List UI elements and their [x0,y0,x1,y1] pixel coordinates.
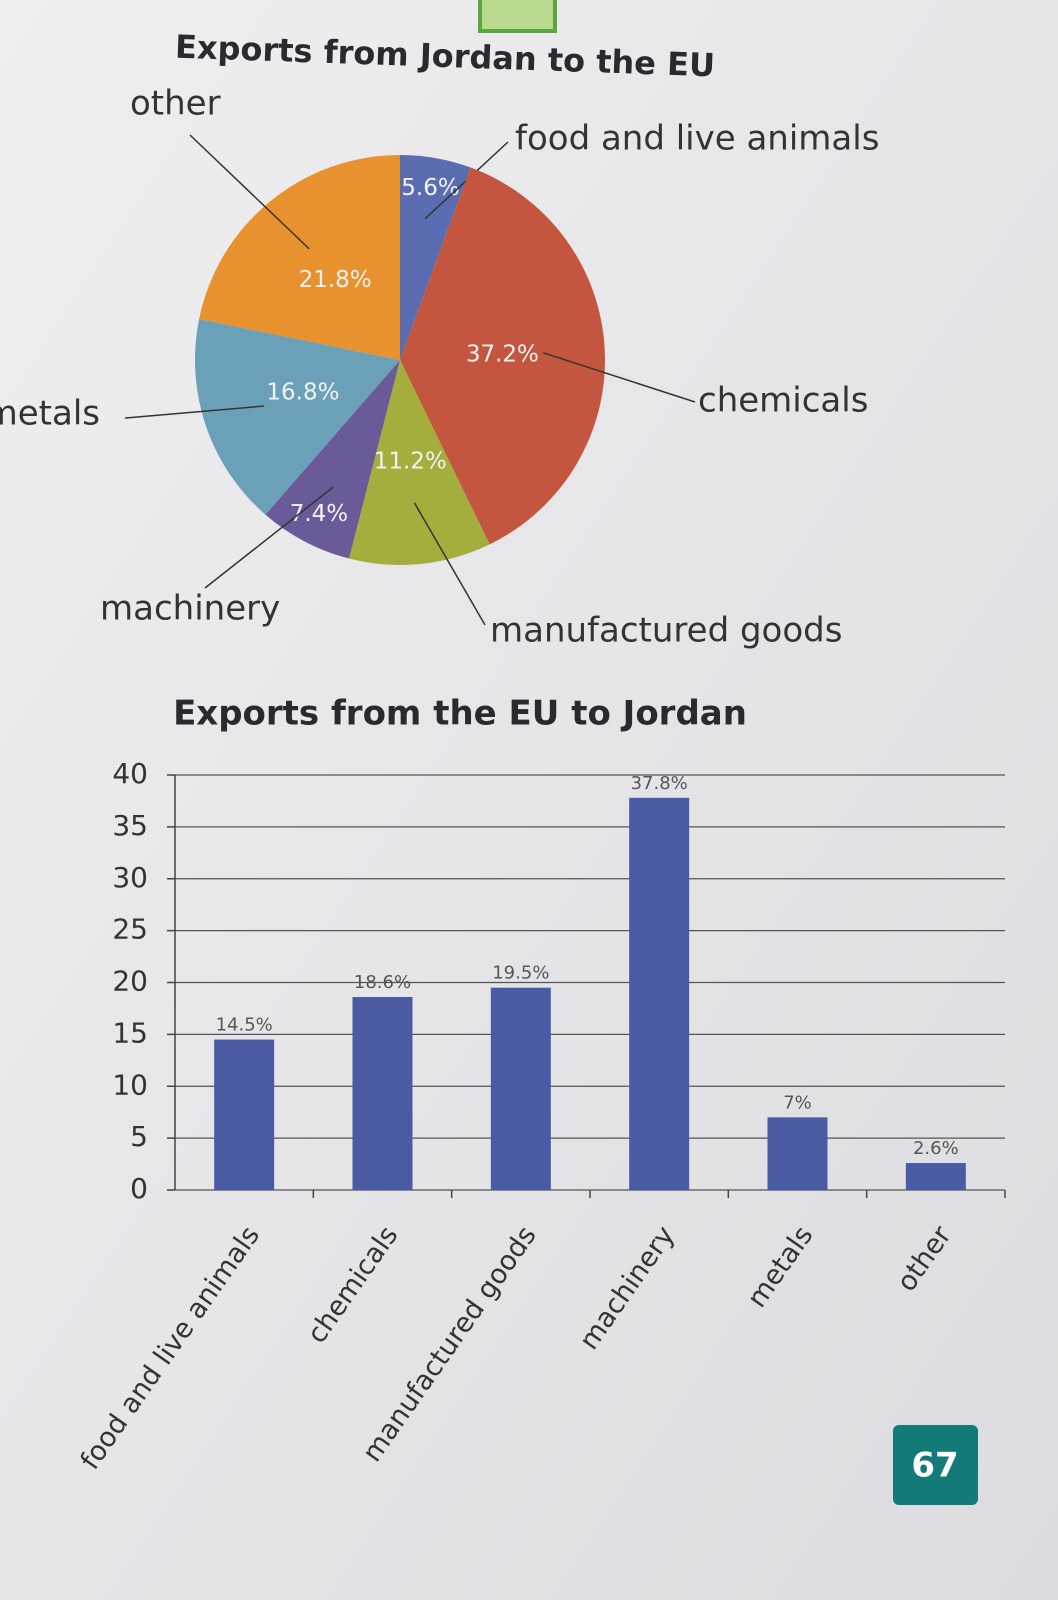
pie-category-label: food and live animals [515,119,879,159]
pie-value-label: 37.2% [466,341,539,367]
y-tick-label: 30 [112,861,148,894]
pie-value-label: 5.6% [401,175,459,201]
y-tick-label: 15 [112,1016,148,1049]
leader-line [413,502,486,626]
bar-value-label: 7% [783,1092,812,1113]
bar-value-label: 19.5% [492,963,549,984]
pie-value-label: 11.2% [374,448,447,474]
y-tick-label: 20 [112,965,148,998]
pie-category-label: manufactured goods [490,611,842,651]
leader-line [189,134,310,250]
bar-value-label: 18.6% [354,972,411,993]
bar-value-label: 2.6% [913,1138,959,1159]
bar-value-label: 14.5% [216,1015,273,1036]
bar [767,1117,828,1190]
leader-line [204,486,334,589]
y-tick-label: 0 [130,1172,148,1205]
bar-value-label: 37.8% [631,773,688,794]
pie-slice [349,360,490,565]
y-tick-label: 10 [112,1068,148,1101]
y-tick-label: 35 [112,809,148,842]
pie-slice [199,155,400,360]
leader-line [124,405,265,419]
bar [490,987,551,1190]
pie-category-label: other [130,84,221,124]
pie-slice [400,167,605,545]
leader-line [543,352,696,403]
page-number: 67 [911,1446,958,1486]
pie-value-label: 16.8% [266,379,339,405]
pie-category-label: chemicals [698,381,868,421]
bar-title: Exports from the EU to Jordan [173,694,747,734]
bar [905,1163,966,1190]
bar [629,797,690,1190]
y-tick-label: 25 [112,913,148,946]
pie-slice [265,360,400,559]
page-number-box [893,1425,978,1505]
decoration [478,0,557,33]
pie-category-label: metals [0,394,100,434]
pie-value-label: 21.8% [299,267,372,293]
y-tick-label: 5 [130,1120,148,1153]
pie-category-label: machinery [100,589,280,629]
bar [214,1039,275,1190]
pie-slice [195,319,400,515]
bar [352,997,413,1190]
pie-slice [400,155,471,360]
y-tick-label: 40 [112,757,148,790]
